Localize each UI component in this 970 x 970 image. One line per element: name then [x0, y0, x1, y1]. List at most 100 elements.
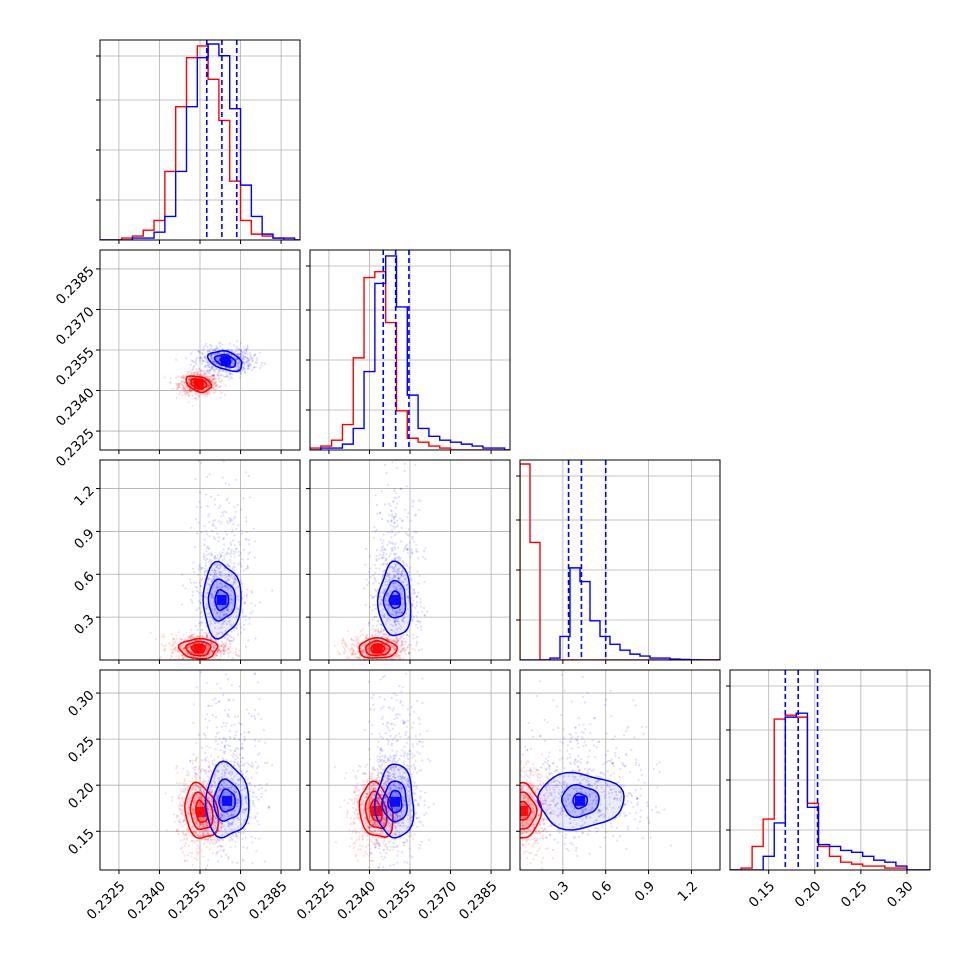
scatter-point	[394, 564, 397, 567]
scatter-point	[404, 661, 406, 663]
scatter-point	[190, 634, 193, 637]
scatter-point	[222, 619, 225, 623]
scatter-point	[194, 788, 197, 791]
scatter-point	[384, 632, 387, 636]
scatter-point	[411, 603, 414, 606]
scatter-point	[182, 802, 185, 805]
scatter-point	[382, 643, 385, 647]
scatter-point	[210, 650, 213, 653]
scatter-point	[190, 389, 193, 392]
scatter-point	[368, 621, 371, 624]
scatter-point	[408, 566, 412, 570]
scatter-point	[226, 609, 229, 612]
scatter-point	[206, 382, 209, 385]
scatter-point	[237, 348, 240, 351]
scatter-point	[423, 580, 426, 583]
scatter-point	[213, 644, 216, 647]
scatter-point	[206, 782, 209, 785]
scatter-point	[234, 653, 237, 656]
scatter-point	[183, 387, 186, 390]
scatter-point	[200, 787, 203, 790]
scatter-point	[215, 345, 218, 348]
scatter-point	[383, 548, 386, 551]
scatter-point	[204, 569, 207, 573]
scatter-point	[360, 651, 363, 654]
scatter-point	[213, 349, 216, 352]
scatter-point	[224, 584, 227, 587]
scatter-point	[181, 788, 184, 791]
scatter-point	[187, 844, 191, 848]
scatter-point	[196, 839, 199, 842]
scatter-point	[181, 644, 184, 647]
scatter-point	[180, 383, 184, 386]
scatter-point	[224, 530, 227, 533]
scatter-point	[201, 635, 204, 638]
scatter-point	[395, 637, 398, 640]
scatter-point	[177, 814, 180, 818]
scatter-point	[392, 575, 395, 579]
scatter-point	[179, 808, 182, 811]
scatter-point	[179, 818, 182, 821]
scatter-point	[372, 595, 375, 599]
scatter-point	[192, 812, 195, 815]
scatter-point	[204, 364, 207, 367]
scatter-point	[211, 368, 215, 371]
scatter-point	[175, 829, 178, 832]
scatter-point	[212, 646, 215, 650]
scatter-point	[214, 662, 216, 664]
scatter-point	[385, 577, 388, 580]
scatter-point	[223, 375, 226, 378]
scatter-point	[236, 503, 239, 506]
scatter-point	[236, 362, 240, 365]
scatter-point	[398, 654, 401, 658]
scatter-point	[192, 809, 195, 812]
scatter-point	[227, 548, 230, 551]
scatter-point	[182, 387, 185, 390]
scatter-point	[221, 511, 224, 514]
scatter-point	[253, 556, 256, 559]
scatter-point	[236, 358, 239, 361]
scatter-point	[398, 609, 401, 612]
scatter-point	[207, 384, 210, 387]
scatter-point	[393, 546, 396, 549]
scatter-point	[232, 550, 235, 553]
scatter-point	[218, 605, 221, 608]
scatter-point	[189, 390, 192, 393]
scatter-point	[192, 636, 195, 639]
scatter-point	[207, 632, 210, 635]
scatter-point	[224, 576, 227, 579]
scatter-point	[390, 645, 394, 648]
scatter-point	[188, 381, 191, 384]
scatter-point	[211, 357, 214, 360]
scatter-point	[368, 648, 371, 652]
scatter-point	[382, 592, 385, 595]
scatter-point	[259, 601, 262, 604]
scatter-point	[221, 823, 224, 826]
scatter-point	[382, 556, 385, 559]
scatter-point	[424, 557, 427, 561]
scatter-point	[202, 833, 205, 836]
scatter-point	[194, 801, 197, 804]
scatter-point	[229, 814, 232, 817]
scatter-point	[230, 349, 233, 352]
scatter-point	[343, 643, 346, 646]
scatter-point	[415, 640, 418, 644]
scatter-point	[190, 372, 193, 376]
scatter-point	[202, 373, 205, 376]
scatter-point	[403, 649, 406, 652]
panel-3-3	[730, 670, 930, 870]
scatter-point	[185, 389, 188, 393]
scatter-point	[217, 649, 220, 652]
scatter-point	[211, 569, 214, 572]
scatter-point	[235, 579, 238, 583]
scatter-point	[215, 575, 218, 578]
scatter-point	[358, 639, 361, 642]
scatter-point	[226, 812, 229, 815]
scatter-point	[208, 371, 211, 374]
scatter-point	[394, 565, 397, 569]
scatter-point	[400, 572, 403, 575]
scatter-point	[415, 531, 418, 534]
scatter-point	[174, 664, 176, 666]
scatter-point	[226, 348, 230, 351]
scatter-point	[406, 548, 409, 551]
